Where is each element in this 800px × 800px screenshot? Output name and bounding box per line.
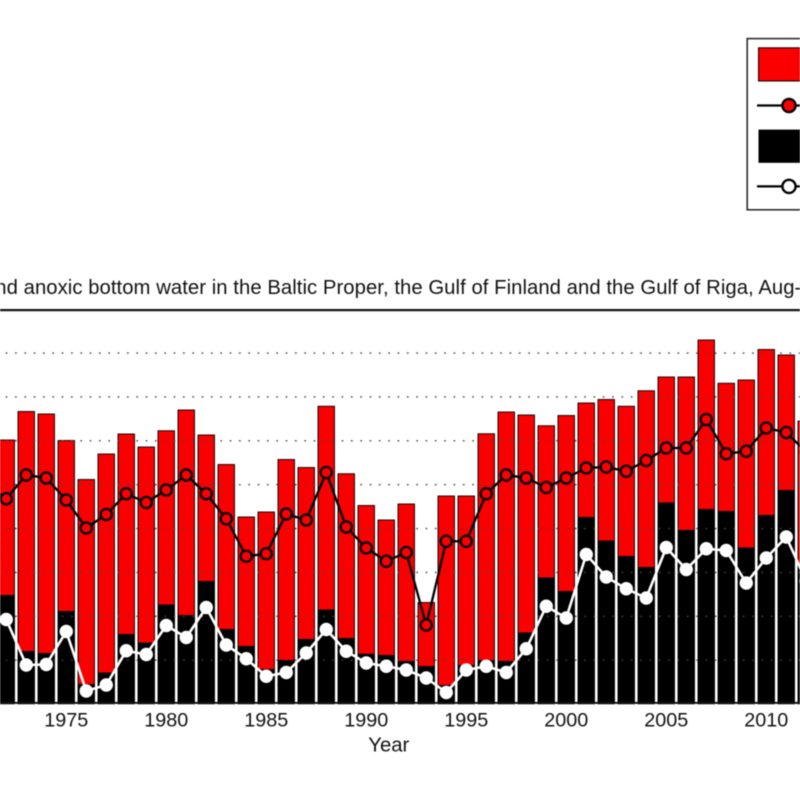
svg-text:Extent of hypoxic and anoxic b: Extent of hypoxic and anoxic bottom wate… xyxy=(0,277,800,299)
svg-text:1995: 1995 xyxy=(444,709,488,731)
svg-text:2010: 2010 xyxy=(744,709,788,731)
svg-text:1980: 1980 xyxy=(144,709,188,731)
svg-text:1975: 1975 xyxy=(44,709,88,731)
svg-text:2005: 2005 xyxy=(644,709,688,731)
svg-text:2000: 2000 xyxy=(544,709,588,731)
svg-text:1990: 1990 xyxy=(344,709,388,731)
svg-text:1985: 1985 xyxy=(244,709,288,731)
svg-text:Year: Year xyxy=(368,735,409,757)
